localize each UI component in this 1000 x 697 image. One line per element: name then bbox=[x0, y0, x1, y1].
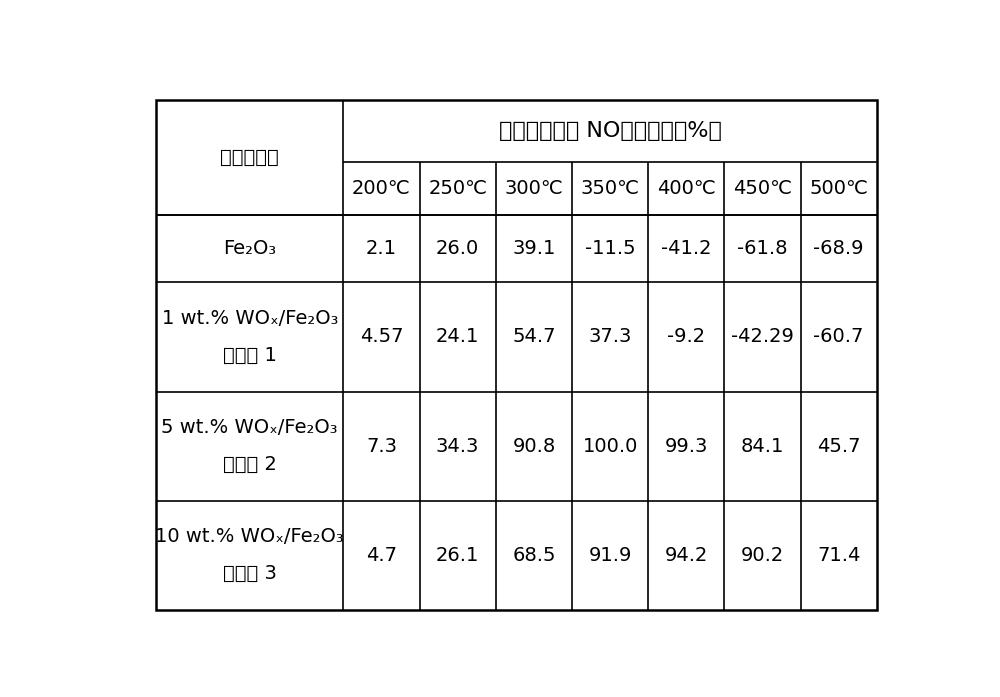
Text: 300℃: 300℃ bbox=[505, 178, 563, 198]
Text: 45.7: 45.7 bbox=[817, 436, 860, 456]
Text: 26.1: 26.1 bbox=[436, 546, 479, 565]
Text: 4.7: 4.7 bbox=[366, 546, 397, 565]
Text: 不同温度下的 NO𝑥转化率（%）: 不同温度下的 NO𝑥转化率（%） bbox=[499, 121, 722, 141]
Text: 54.7: 54.7 bbox=[512, 328, 556, 346]
Text: 4.57: 4.57 bbox=[360, 328, 403, 346]
Text: 99.3: 99.3 bbox=[665, 436, 708, 456]
Text: 34.3: 34.3 bbox=[436, 436, 479, 456]
Text: 1 wt.% WOₓ/Fe₂O₃: 1 wt.% WOₓ/Fe₂O₃ bbox=[162, 309, 338, 328]
Text: 68.5: 68.5 bbox=[512, 546, 556, 565]
Text: 39.1: 39.1 bbox=[512, 239, 556, 258]
Text: -41.2: -41.2 bbox=[661, 239, 712, 258]
Text: -61.8: -61.8 bbox=[737, 239, 788, 258]
Text: 91.9: 91.9 bbox=[588, 546, 632, 565]
Text: 24.1: 24.1 bbox=[436, 328, 479, 346]
Text: 100.0: 100.0 bbox=[582, 436, 638, 456]
Text: 实施例 1: 实施例 1 bbox=[223, 346, 277, 365]
Text: 84.1: 84.1 bbox=[741, 436, 784, 456]
Text: 450℃: 450℃ bbox=[733, 178, 792, 198]
Text: 94.2: 94.2 bbox=[665, 546, 708, 565]
Text: -68.9: -68.9 bbox=[813, 239, 864, 258]
Text: 250℃: 250℃ bbox=[428, 178, 487, 198]
Text: 400℃: 400℃ bbox=[657, 178, 716, 198]
Text: -60.7: -60.7 bbox=[813, 328, 864, 346]
Text: 90.2: 90.2 bbox=[741, 546, 784, 565]
Text: 实施例 3: 实施例 3 bbox=[223, 564, 277, 583]
Text: 10 wt.% WOₓ/Fe₂O₃: 10 wt.% WOₓ/Fe₂O₃ bbox=[155, 527, 344, 546]
Text: 90.8: 90.8 bbox=[512, 436, 556, 456]
Text: 500℃: 500℃ bbox=[809, 178, 868, 198]
Text: 实施例 2: 实施例 2 bbox=[223, 455, 277, 474]
Text: 26.0: 26.0 bbox=[436, 239, 479, 258]
Text: -11.5: -11.5 bbox=[585, 239, 635, 258]
Text: Fe₂O₃: Fe₂O₃ bbox=[223, 239, 276, 258]
Text: 5 wt.% WOₓ/Fe₂O₃: 5 wt.% WOₓ/Fe₂O₃ bbox=[161, 418, 338, 437]
Text: 350℃: 350℃ bbox=[581, 178, 640, 198]
Text: -9.2: -9.2 bbox=[667, 328, 705, 346]
Text: 催化剂编号: 催化剂编号 bbox=[220, 148, 279, 167]
Text: 7.3: 7.3 bbox=[366, 436, 397, 456]
Text: -42.29: -42.29 bbox=[731, 328, 794, 346]
Text: 71.4: 71.4 bbox=[817, 546, 860, 565]
Text: 2.1: 2.1 bbox=[366, 239, 397, 258]
Text: 200℃: 200℃ bbox=[352, 178, 411, 198]
Text: 37.3: 37.3 bbox=[588, 328, 632, 346]
